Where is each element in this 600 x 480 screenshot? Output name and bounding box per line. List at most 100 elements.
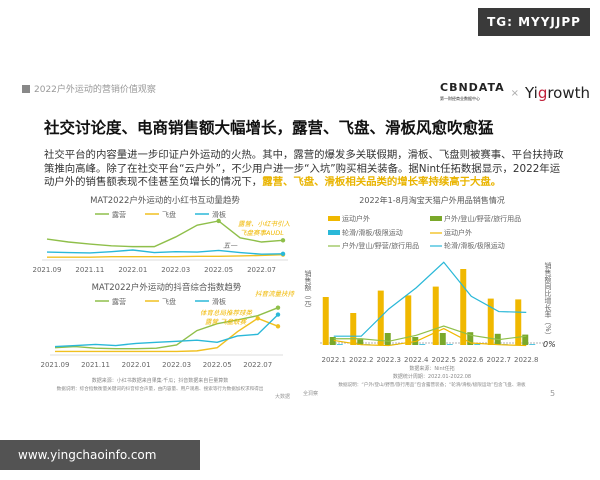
bar	[350, 313, 357, 345]
series-line-滑板	[54, 314, 279, 348]
x-tick-label: 2022.05	[204, 266, 233, 274]
annotation: 体育总局推荐球类	[200, 309, 254, 317]
bar	[329, 337, 336, 345]
x-tick-label: 2022.7	[487, 356, 512, 364]
growth-line	[333, 261, 527, 337]
legend-label: 户外/登山/野营/旅行用品	[342, 241, 419, 250]
x-tick-label: 2022.05	[203, 361, 232, 369]
series-line-滑板	[46, 249, 284, 255]
section-label: 2022户外运动的营销价值观察	[34, 85, 156, 95]
x-tick-label: 2022.4	[404, 356, 429, 364]
x-tick-label: 2021.11	[75, 266, 104, 274]
bar	[487, 298, 494, 345]
data-point	[275, 312, 281, 317]
bar	[460, 269, 467, 345]
legend-label: 户外/登山/野营/旅行用品	[444, 214, 521, 223]
footer-text: 大数据	[275, 393, 290, 400]
legend-label: 轮滑/滑板/极限运动	[444, 241, 505, 250]
source-text: 数据来源：小红书数据来自果集·千瓜；抖音数据来自巨量算数	[92, 377, 229, 384]
series-line-露营	[46, 220, 284, 248]
x-tick-label: 2022.03	[161, 266, 190, 274]
series-line-露营	[54, 307, 279, 350]
data-point	[280, 251, 286, 256]
annotation: 露营、小红书引入	[238, 220, 291, 228]
x-tick-label: 2022.3	[377, 356, 402, 364]
legend-label: 滑板	[212, 297, 226, 306]
chart-title: 2022年1-8月淘宝天猫户外用品销售情况	[359, 195, 504, 205]
data-point	[275, 305, 281, 310]
note-text: 数据说明：综合指数衡量关键词的抖音综合声量，由内容量、用户观看、搜索等行为数据加…	[57, 385, 264, 392]
x-tick-label: 2022.07	[247, 266, 276, 274]
bar	[467, 332, 474, 345]
period-text: 数据统计周期：2022.01-2022.08	[393, 373, 471, 380]
legend-label: 飞盘	[162, 210, 176, 219]
x-tick-label: 2021.09	[41, 361, 70, 369]
footer-text: 全洞察	[303, 390, 318, 397]
annotation: 露营 飞盘联赛	[205, 318, 248, 326]
growth-line	[333, 325, 527, 342]
x-tick-label: 2021.09	[33, 266, 62, 274]
x-tick-label: 2021.11	[81, 361, 110, 369]
legend-label: 滑板	[212, 210, 226, 219]
y2-axis-label: 销售额同比增长率（%）	[544, 261, 552, 338]
x-tick-label: 2022.2	[349, 356, 374, 364]
annotation: 飞盘赛事AUDL	[240, 229, 284, 237]
x-tick-label: 2022.03	[162, 361, 191, 369]
bar	[336, 344, 343, 345]
section-header: 2022户外运动的营销价值观察	[22, 82, 156, 95]
yigrowth-logo: Yigrowth	[525, 84, 591, 102]
bar	[405, 295, 412, 345]
data-point	[216, 218, 221, 224]
annotation: 抖音流量扶持	[255, 290, 296, 298]
logo-separator: ×	[510, 87, 520, 99]
bar	[522, 334, 529, 345]
bar	[432, 286, 439, 345]
x-tick-label: 2022.01	[118, 266, 147, 274]
data-point	[275, 324, 281, 329]
legend-label: 轮滑/滑板/极限运动	[342, 228, 403, 237]
highlight-text: 露营、飞盘、滑板相关品类的增长率持续高于大盘。	[262, 176, 502, 188]
bar	[439, 333, 446, 345]
bar	[515, 299, 522, 345]
watermark-tg: TG: MYYJJPP	[478, 8, 590, 36]
legend-label: 露营	[112, 297, 126, 306]
chart-title: MAT2022户外运动的小红书互动量趋势	[90, 195, 240, 206]
x-tick-label: 2022.07	[243, 361, 272, 369]
bar	[384, 333, 391, 345]
description: 社交平台的内容量进一步印证户外运动的火热。其中，露营的爆发多关联假期，滑板、飞盘…	[44, 149, 564, 188]
bar	[322, 297, 329, 345]
legend-label: 运动户外	[444, 228, 472, 237]
data-point	[280, 238, 286, 243]
url-banner: www.yingchaoinfo.com	[0, 440, 200, 470]
x-tick-label: 2022.01	[122, 361, 151, 369]
series-line-飞盘	[47, 253, 284, 258]
legend-swatch	[430, 216, 442, 221]
bar	[377, 290, 384, 345]
legend-label: 运动户外	[342, 214, 370, 223]
square-icon	[22, 84, 30, 93]
annotation: 五一	[223, 242, 238, 250]
chart-title: MAT2022户外运动的抖音综合指数趋势	[92, 282, 242, 293]
legend-label: 飞盘	[162, 297, 176, 306]
note-text: 数据说明：“户外/登山/野营/旅行用品”包含露营装备；“轮滑/滑板/极限运动”包…	[338, 381, 526, 388]
bar	[529, 344, 536, 345]
series-line-飞盘	[55, 317, 279, 353]
x-tick-label: 2022.8	[514, 356, 539, 364]
legend-label: 露营	[112, 210, 126, 219]
page-title: 社交讨论度、电商销售额大幅增长，露营、飞盘、滑板风愈吹愈猛	[44, 119, 494, 137]
legend-swatch	[328, 230, 340, 235]
y-axis-label: 销售额（元）	[304, 269, 312, 312]
x-tick-label: 2022.1	[322, 356, 347, 364]
page-number: 5	[550, 389, 555, 398]
x-tick-label: 2022.5	[432, 356, 457, 364]
x-tick-label: 2022.6	[459, 356, 484, 364]
logo: CBNDATA 第一财经商业数据中心 × Yigrowth	[440, 82, 590, 104]
source-text: 数据来源：Nint任拓	[409, 365, 454, 372]
data-point	[255, 316, 260, 321]
bar	[419, 344, 426, 345]
zero-label: 0%	[543, 340, 556, 349]
cbndata-logo: CBNDATA 第一财经商业数据中心	[440, 81, 505, 101]
bar	[474, 344, 481, 345]
bar	[446, 344, 453, 345]
growth-line	[333, 327, 527, 347]
